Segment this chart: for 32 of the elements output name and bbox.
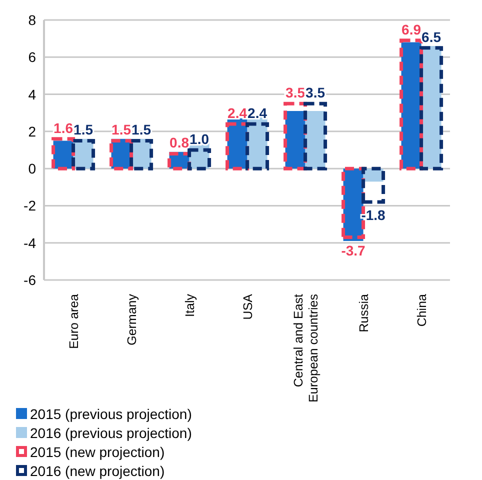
data-label: 6.9 [402,21,422,38]
data-label: 2.4 [228,105,248,121]
y-tick-label: 0 [28,160,36,177]
data-label: 2.4 [248,105,268,121]
y-tick-label: 8 [28,12,36,28]
y-tick-label: 6 [28,49,36,66]
data-label: 1.5 [132,122,152,138]
legend-label: 2015 (new projection) [30,444,165,460]
legend-label: 2016 (previous projection) [30,424,192,440]
x-tick-label: Germany [125,293,139,346]
y-tick-label: 2 [28,123,36,140]
x-tick-label: Euro area [67,294,81,349]
y-tick-label: 4 [28,86,36,102]
y-tick-label: -2 [24,198,36,214]
legend-label: 2016 (new projection) [30,462,165,478]
data-label: 1.5 [112,122,132,138]
y-tick-label: -6 [24,272,36,288]
x-tick-label: USA [241,293,255,320]
y-tick-label: -4 [24,234,36,251]
x-tick-label: Russia [357,294,371,332]
x-tick-label: Central and East European countries [292,293,320,402]
x-tick-label: China [415,294,429,327]
data-label: 3.5 [286,84,306,101]
data-label: 3.5 [306,84,326,101]
data-label: 1.0 [190,131,210,147]
data-label: 1.5 [74,122,94,138]
data-label: -3.7 [341,242,366,258]
data-label: 6.5 [422,28,442,45]
legend-label: 2015 (previous projection) [30,406,192,422]
data-label: 1.6 [54,120,74,136]
x-tick-label: Italy [183,293,197,317]
data-label: 0.8 [170,134,190,151]
